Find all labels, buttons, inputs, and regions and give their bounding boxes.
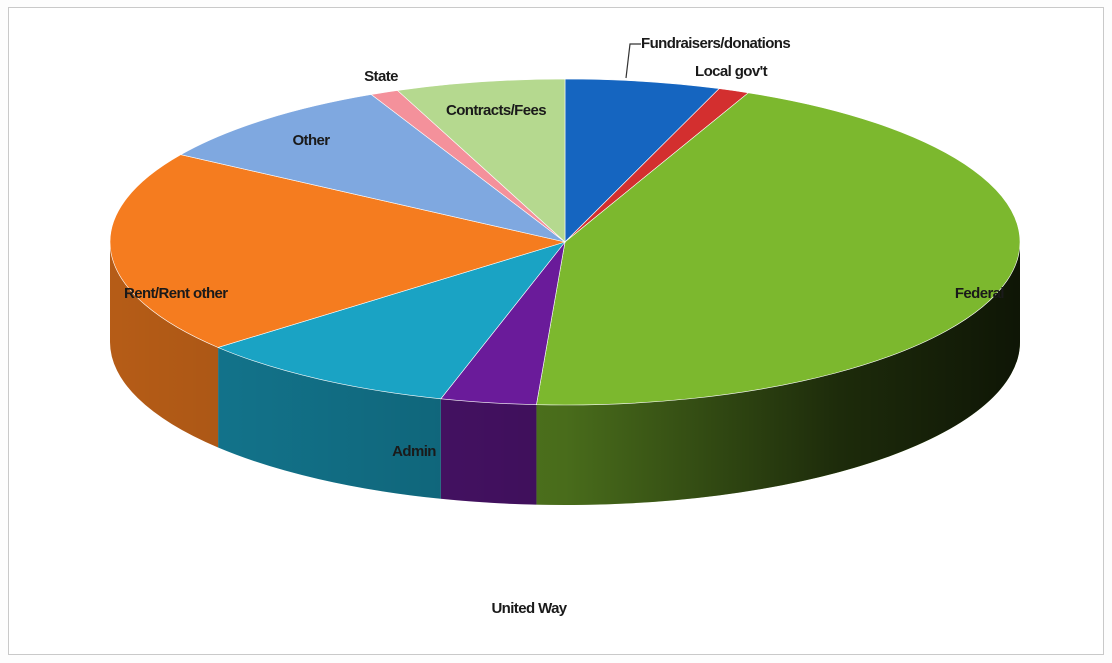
pie-slice-rent-rent-other: [109, 154, 567, 348]
pie-slice-admin: [217, 241, 566, 400]
slice-label-fundraisers-donations: Fundraisers/donations: [641, 35, 790, 52]
pie-slice-contracts-fees: [396, 78, 566, 243]
pie-labels: Fundraisers/donations Local gov't Federal U…: [124, 35, 1005, 617]
slice-label-rent-rent-other: Rent/Rent other: [124, 285, 228, 302]
pie-side-shading: [110, 242, 1020, 505]
pie-slice-federal: [536, 92, 1021, 406]
leader-line-fundraisers-donations: [625, 43, 641, 79]
slice-label-state: State: [364, 68, 398, 85]
slice-label-federal: Federal: [955, 285, 1005, 302]
pie-slice-fundraisers-donations: [564, 78, 720, 243]
slice-label-contracts-fees: Contracts/Fees: [446, 102, 546, 119]
slice-label-united-way: United Way: [491, 600, 567, 617]
pie-side-walls: [110, 242, 1020, 505]
slice-label-local-gov-t: Local gov't: [695, 63, 768, 80]
slice-label-other: Other: [292, 132, 330, 149]
pie-slice-other: [180, 94, 566, 243]
slice-label-admin: Admin: [392, 443, 436, 460]
pie-top-faces: [109, 78, 1021, 406]
